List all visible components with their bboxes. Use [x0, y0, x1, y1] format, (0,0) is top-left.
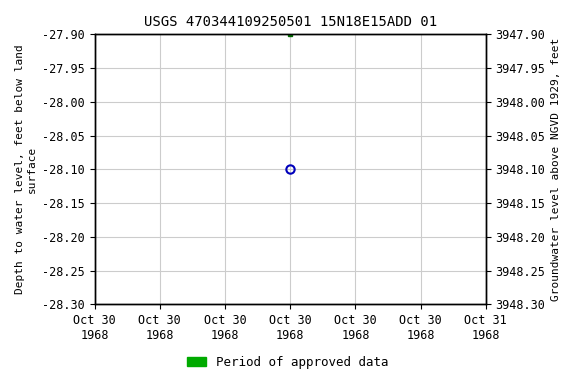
Legend: Period of approved data: Period of approved data — [183, 351, 393, 374]
Y-axis label: Depth to water level, feet below land
surface: Depth to water level, feet below land su… — [15, 45, 37, 294]
Y-axis label: Groundwater level above NGVD 1929, feet: Groundwater level above NGVD 1929, feet — [551, 38, 561, 301]
Title: USGS 470344109250501 15N18E15ADD 01: USGS 470344109250501 15N18E15ADD 01 — [143, 15, 437, 29]
